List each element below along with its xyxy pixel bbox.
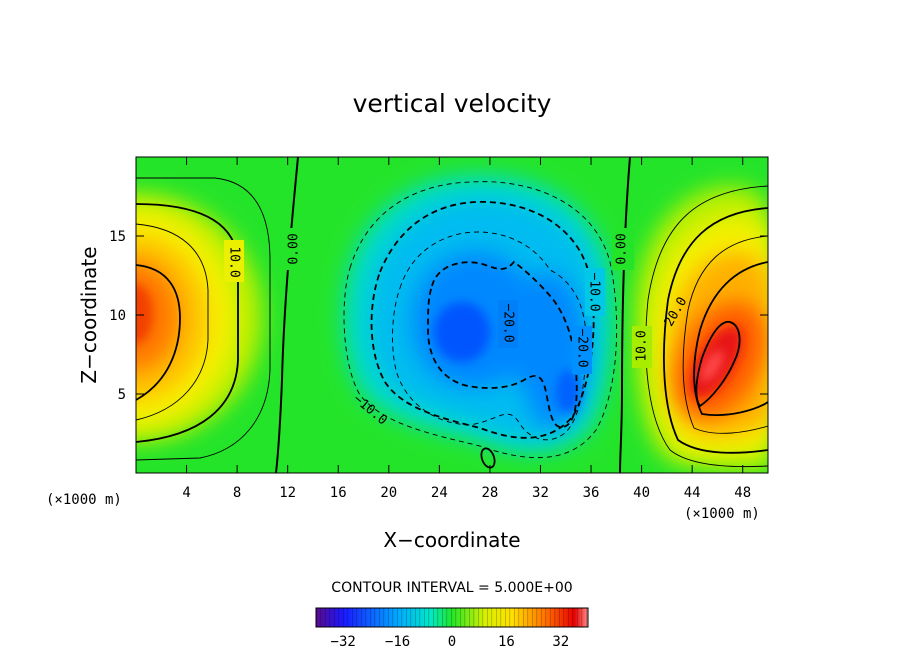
x-tick-label: 44 (684, 485, 701, 501)
contour-label: −10.0 (587, 272, 602, 311)
contour-left-10 (136, 203, 239, 443)
x-tick-label: 28 (481, 485, 498, 501)
colorbar-tick-label: −16 (385, 634, 410, 650)
x-tick-label: 24 (431, 485, 448, 501)
contour-right-30 (695, 321, 741, 408)
colorbar-tick-label: 16 (498, 634, 515, 650)
colorbar-ticks: −32 −16 0 16 32 (331, 634, 570, 650)
contour-neg-15 (392, 231, 587, 441)
colorbar: −32 −16 0 16 32 (315, 607, 589, 650)
y-tick-label: 5 (118, 387, 126, 403)
y-tick-label: 10 (109, 308, 126, 324)
colorbar-tick-label: 0 (448, 634, 456, 650)
x-axis-label: X−coordinate (383, 528, 520, 552)
contour-left-15 (136, 223, 209, 421)
contour-label: −20.0 (575, 328, 590, 367)
contour-left-20 (136, 264, 181, 401)
z-unit-label: (×1000 m) (46, 492, 122, 508)
contour-labels: 0.00 10.0 0.00 −10.0 −20.0 −20.0 −10.0 1… (224, 228, 690, 428)
x-tick-label: 20 (380, 485, 397, 501)
contour-label: 10.0 (227, 246, 242, 277)
y-axis-label: Z−coordinate (77, 246, 101, 383)
colorbar-tick-label: −32 (331, 634, 356, 650)
y-axis-ticks: 5 10 15 (109, 229, 768, 403)
x-tick-label: 12 (279, 485, 296, 501)
plot-area: 0.00 10.0 0.00 −10.0 −20.0 −20.0 −10.0 1… (136, 157, 768, 473)
x-tick-label: 32 (532, 485, 549, 501)
colorbar-frame (315, 607, 589, 628)
contour-right-15 (682, 235, 768, 434)
contour-zero-right (619, 157, 631, 473)
x-tick-label: 40 (633, 485, 650, 501)
colorbar-tick-label: 32 (552, 634, 569, 650)
contour-neg-10 (370, 201, 595, 439)
chart-title: vertical velocity (353, 89, 552, 118)
x-tick-label: 36 (583, 485, 600, 501)
x-tick-label: 8 (233, 485, 241, 501)
x-tick-label: 48 (734, 485, 751, 501)
contour-right-20 (693, 261, 768, 416)
contour-label: 10.0 (635, 330, 650, 361)
contour-label: 0.00 (615, 233, 630, 264)
contour-right-10 (663, 207, 768, 454)
contour-closed-small (480, 447, 496, 469)
x-axis-ticks: 4 8 12 16 20 24 28 32 36 40 44 48 (182, 157, 751, 501)
y-tick-label: 15 (109, 229, 126, 245)
contour-label: 0.00 (287, 233, 302, 264)
x-tick-label: 4 (182, 485, 190, 501)
contour-interval-text: CONTOUR INTERVAL = 5.000E+00 (331, 580, 572, 596)
x-unit-label: (×1000 m) (684, 506, 760, 522)
contour-zero-left (275, 157, 299, 473)
contour-left-5 (136, 177, 271, 461)
colorbar-levels (316, 608, 588, 627)
contour-neg-20 (427, 260, 578, 428)
left-updraft (136, 193, 263, 443)
contour-lines (136, 157, 768, 473)
x-tick-label: 16 (330, 485, 347, 501)
contour-label: −20.0 (501, 303, 516, 342)
